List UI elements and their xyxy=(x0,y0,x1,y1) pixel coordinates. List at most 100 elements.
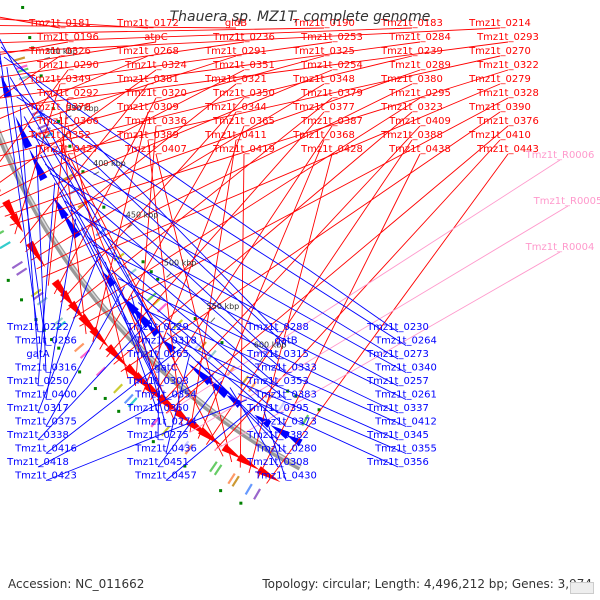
forward-gene-label: Tmz1t_0279 xyxy=(468,74,531,85)
rna-feature-dot xyxy=(103,396,107,400)
forward-gene-label: Tmz1t_0270 xyxy=(468,46,531,57)
forward-label-line xyxy=(19,83,149,244)
forward-category-bar xyxy=(160,425,171,437)
forward-gene-label: Tmz1t_0350 xyxy=(212,88,275,99)
reverse-gene-label: Tmz1t_0353 xyxy=(246,376,309,387)
reverse-label-line xyxy=(137,302,287,427)
rna-feature-dot xyxy=(141,260,145,264)
reverse-gene-label: Tmz1t_0337 xyxy=(366,403,429,414)
forward-category-bar xyxy=(213,464,223,476)
reverse-gene-label: Tmz1t_0286 xyxy=(14,336,77,347)
rna-feature-dot xyxy=(78,370,82,374)
forward-gene-label: Tmz1t_0183 xyxy=(380,18,443,29)
reverse-category-bar xyxy=(31,109,44,116)
reverse-gene-arrow xyxy=(15,115,33,150)
tick-label: 450 kbp xyxy=(126,211,159,220)
map-title: Thauera sp. MZ1T, complete genome xyxy=(169,9,431,25)
forward-label-line xyxy=(142,125,245,394)
forward-category-bar xyxy=(95,366,107,377)
reverse-label-line xyxy=(37,374,214,468)
reverse-gene-label: Tmz1t_0265 xyxy=(126,349,189,360)
rna-feature-dot xyxy=(102,205,106,209)
forward-category-bar xyxy=(231,475,240,487)
forward-label-line xyxy=(0,41,333,89)
reverse-gene-label: Tmz1t_0383 xyxy=(254,390,317,401)
forward-gene-label: Tmz1t_0181 xyxy=(28,18,91,29)
rna-label-line xyxy=(166,159,561,414)
forward-label-line xyxy=(197,139,325,439)
forward-gene-label: Tmz1t_0365 xyxy=(212,116,275,127)
rna-feature-dot xyxy=(294,394,298,398)
forward-gene-arrow xyxy=(0,188,2,193)
reverse-gene-label: Tmz1t_0257 xyxy=(366,376,429,387)
reverse-label-line xyxy=(45,399,248,481)
reverse-label-line xyxy=(166,332,279,441)
forward-gene-label: Tmz1t_0387 xyxy=(300,116,363,127)
reverse-label-line xyxy=(19,106,39,360)
rna-feature-dot xyxy=(68,144,72,148)
forward-gene-label: Tmz1t_0253 xyxy=(300,32,363,43)
label-lines-layer xyxy=(0,16,569,484)
resize-corner[interactable] xyxy=(570,582,594,594)
reverse-category-bar xyxy=(248,381,257,393)
rna-feature-dot xyxy=(57,346,61,350)
forward-gene-arrow xyxy=(78,313,104,342)
forward-gene-arrow xyxy=(236,453,260,471)
rna-feature-dot xyxy=(219,489,223,493)
forward-gene-label: Tmz1t_0411 xyxy=(204,130,267,141)
reverse-label-line xyxy=(263,411,287,481)
reverse-gene-label: Tmz1t_0430 xyxy=(254,471,317,482)
reverse-gene-label: Tmz1t_0275 xyxy=(126,430,189,441)
forward-gene-label: Tmz1t_0290 xyxy=(36,60,99,71)
forward-category-bar xyxy=(123,393,134,405)
reverse-gene-label: Tmz1t_0229 xyxy=(126,322,189,333)
reverse-gene-label: Tmz1t_0416 xyxy=(14,444,77,455)
forward-category-bar xyxy=(253,488,262,500)
rna-gene-label: Tmz1t_R0004 xyxy=(525,242,595,253)
rna-feature-dot xyxy=(20,298,24,302)
forward-label-line xyxy=(106,111,325,358)
forward-gene-label: Tmz1t_0295 xyxy=(388,88,451,99)
forward-label-line xyxy=(157,125,421,407)
forward-label-line xyxy=(248,153,333,474)
rna-feature-dot xyxy=(239,501,243,505)
forward-gene-arrow xyxy=(124,363,146,385)
reverse-category-bar xyxy=(197,341,207,352)
forward-gene-label: Tmz1t_0322 xyxy=(476,60,539,71)
reverse-gene-label: Tmz1t_0317 xyxy=(6,403,69,414)
forward-label-line xyxy=(0,27,413,44)
reverse-gene-label: Tmz1t_0345 xyxy=(366,430,429,441)
rna-gene-label: Tmz1t_R0006 xyxy=(525,150,595,161)
reverse-label-line xyxy=(3,56,399,333)
forward-gene-label: Tmz1t_0348 xyxy=(292,74,355,85)
genome-backbone xyxy=(0,128,302,471)
reverse-label-line xyxy=(111,269,279,414)
reverse-gene-label: Tmz1t_0333 xyxy=(254,363,317,374)
forward-gene-label: Tmz1t_0427 xyxy=(36,144,99,155)
forward-label-line xyxy=(0,27,501,53)
reverse-gene-label: Tmz1t_0354 xyxy=(134,390,197,401)
forward-gene-arrow xyxy=(186,418,215,441)
reverse-gene-label: Tmz1t_0250 xyxy=(6,376,69,387)
reverse-label-line xyxy=(205,367,407,454)
rna-feature-dot xyxy=(39,74,43,78)
reverse-label-line xyxy=(157,380,223,468)
forward-gene-label: Tmz1t_0380 xyxy=(380,74,443,85)
forward-gene-label: Tmz1t_0292 xyxy=(36,88,99,99)
forward-gene-label: Tmz1t_0320 xyxy=(124,88,187,99)
forward-category-bar xyxy=(127,397,138,408)
forward-gene-label: Tmz1t_0407 xyxy=(124,144,187,155)
reverse-gene-label: Tmz1t_0264 xyxy=(374,336,437,347)
forward-label-line xyxy=(67,153,224,457)
reverse-gene-label: Tmz1t_0318 xyxy=(134,336,197,347)
forward-label-line xyxy=(67,125,129,379)
rna-feature-dot xyxy=(183,464,187,468)
forward-category-bar xyxy=(73,342,85,353)
reverse-gene-label: Tmz1t_0395 xyxy=(246,403,309,414)
forward-gene-label: Tmz1t_0376 xyxy=(476,116,539,127)
reverse-label-line xyxy=(31,135,399,360)
forward-gene-label: Tmz1t_0293 xyxy=(476,32,539,43)
reverse-gene-label: gatC xyxy=(154,363,177,374)
